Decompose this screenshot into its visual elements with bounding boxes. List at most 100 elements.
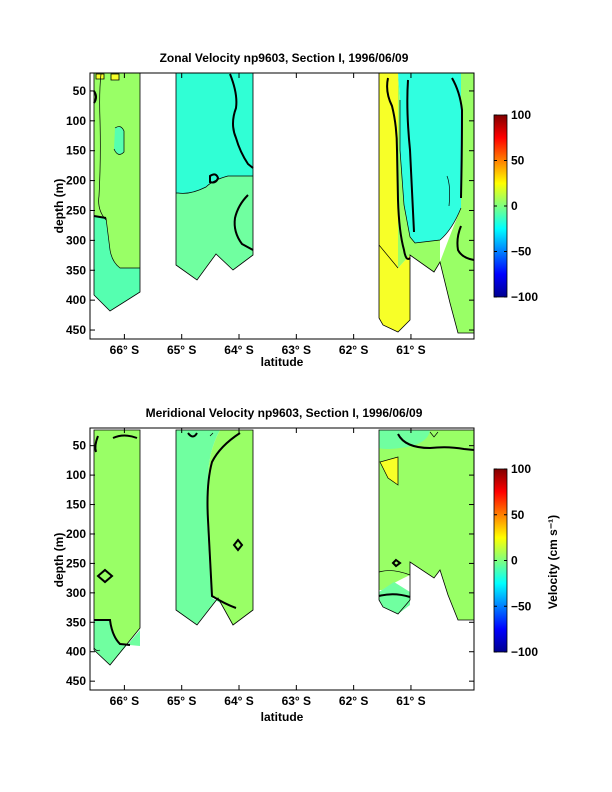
y-tick-label: 400 — [66, 645, 86, 659]
y-tick-label: 300 — [66, 233, 86, 247]
y-tick-label: 450 — [66, 323, 86, 337]
colorbar-tick-label: −100 — [511, 290, 538, 304]
y-tick-label: 400 — [66, 293, 86, 307]
colorbar-tick-label: −50 — [511, 245, 532, 259]
y-tick-label: 450 — [66, 674, 86, 688]
zero-contour — [93, 90, 97, 104]
contour-fill-region — [94, 73, 140, 268]
zero-contour — [378, 244, 399, 269]
contour-fill-region — [176, 176, 253, 280]
plot-area: 66° S 65° S 64° S 63° S 62° S 61° S 50 100 150 20… — [66, 72, 475, 357]
section-boundary — [175, 72, 254, 281]
zero-contour — [110, 73, 120, 81]
x-tick-label: 62° S — [339, 694, 368, 708]
colorbar-label: Velocity (cm s⁻¹) — [546, 515, 560, 609]
chart-title: Meridional Velocity np9603, Section I, 1… — [146, 406, 423, 420]
section-65s-64s — [175, 429, 254, 626]
x-axis-label: latitude — [261, 355, 304, 369]
zero-contour — [391, 558, 402, 568]
y-tick-label: 250 — [66, 556, 86, 570]
zero-contour — [94, 435, 99, 453]
x-tick-label: 61° S — [396, 343, 425, 357]
contour-fill-region — [410, 237, 440, 272]
colorbar-tick-label: 0 — [511, 199, 518, 213]
axis-ticks: 66° S 65° S 64° S 63° S 62° S 61° S 50 100 150 20… — [66, 428, 474, 708]
chart-title: Zonal Velocity np9603, Section I, 1996/0… — [160, 51, 409, 65]
zonal-velocity-panel: Zonal Velocity np9603, Section I, 1996/0… — [52, 51, 538, 369]
zero-contour — [176, 175, 253, 194]
plot-area: 66° S 65° S 64° S 63° S 62° S 61° S 50 100 150 20… — [66, 427, 475, 708]
contour-fill-region — [440, 73, 474, 333]
contour-fill-region — [398, 73, 461, 243]
y-axis-label: depth (m) — [52, 179, 66, 234]
zero-contour — [399, 100, 462, 244]
zero-contour — [206, 432, 241, 609]
zero-contour — [229, 73, 254, 169]
axes-box — [89, 427, 475, 691]
zero-contour — [94, 619, 131, 646]
zero-contour — [95, 73, 105, 80]
colorbar-tick-label: 50 — [511, 508, 525, 522]
zero-contour — [429, 431, 439, 438]
x-tick-label: 62° S — [339, 343, 368, 357]
zero-contour — [233, 194, 254, 251]
y-tick-label: 200 — [66, 527, 86, 541]
contour-fill-region — [94, 620, 140, 665]
contour-fill-region — [94, 430, 140, 665]
section-66s — [93, 429, 141, 666]
zero-contour — [406, 79, 415, 233]
section-boundary — [93, 429, 141, 666]
section-61s — [378, 429, 475, 621]
zero-contour — [113, 126, 125, 155]
x-tick-label: 65° S — [167, 694, 196, 708]
zero-contour — [112, 434, 138, 439]
zero-contour — [232, 538, 244, 552]
y-tick-label: 300 — [66, 586, 86, 600]
contour-fill-region — [379, 73, 398, 268]
colorbar: 100 50 0 −50 −100 — [493, 108, 538, 304]
colorbar-tick-label: 0 — [511, 554, 518, 568]
contour-fill-region — [96, 74, 104, 79]
y-tick-label: 250 — [66, 203, 86, 217]
contour-fill-region — [176, 430, 232, 625]
y-tick-label: 200 — [66, 174, 86, 188]
contour-fill-region — [379, 430, 430, 449]
section-boundary — [175, 429, 254, 626]
colorbar-tick-label: 50 — [511, 154, 525, 168]
x-tick-label: 63° S — [282, 343, 311, 357]
axis-ticks: 66° S 65° S 64° S 63° S 62° S 61° S 50 100 150 20… — [66, 73, 474, 357]
contour-fill-region — [398, 73, 410, 268]
y-tick-label: 100 — [66, 468, 86, 482]
contour-fill-region — [111, 74, 119, 80]
y-tick-label: 350 — [66, 263, 86, 277]
zero-contour — [96, 568, 114, 584]
zero-contour — [451, 77, 464, 199]
colorbar-tick-label: 100 — [511, 108, 531, 122]
y-tick-label: 100 — [66, 114, 86, 128]
zero-contour — [446, 175, 451, 207]
colorbar-tick-label: −100 — [511, 645, 538, 659]
zero-contour — [209, 173, 220, 184]
section-65s-64s — [175, 72, 254, 281]
zero-contour — [456, 225, 475, 261]
zero-contour — [378, 593, 411, 598]
zero-contour — [98, 73, 107, 221]
x-tick-label: 66° S — [110, 694, 139, 708]
x-tick-label: 64° S — [224, 343, 253, 357]
y-tick-label: 150 — [66, 498, 86, 512]
x-tick-label: 64° S — [224, 694, 253, 708]
colorbar: 100 50 0 −50 −100 — [493, 462, 538, 659]
zero-contour — [209, 432, 214, 437]
y-tick-label: 150 — [66, 144, 86, 158]
section-66s — [93, 72, 141, 312]
contour-fill-region — [114, 126, 124, 155]
y-tick-label: 350 — [66, 615, 86, 629]
zero-contour — [105, 217, 140, 269]
meridional-velocity-panel: Meridional Velocity np9603, Section I, 1… — [52, 406, 560, 724]
zero-contour — [397, 433, 475, 451]
y-tick-label: 50 — [73, 84, 87, 98]
contour-fill-region — [176, 73, 253, 194]
contour-fill-region — [207, 430, 253, 625]
contour-fill-region — [379, 582, 410, 614]
contour-fill-region — [380, 457, 398, 485]
